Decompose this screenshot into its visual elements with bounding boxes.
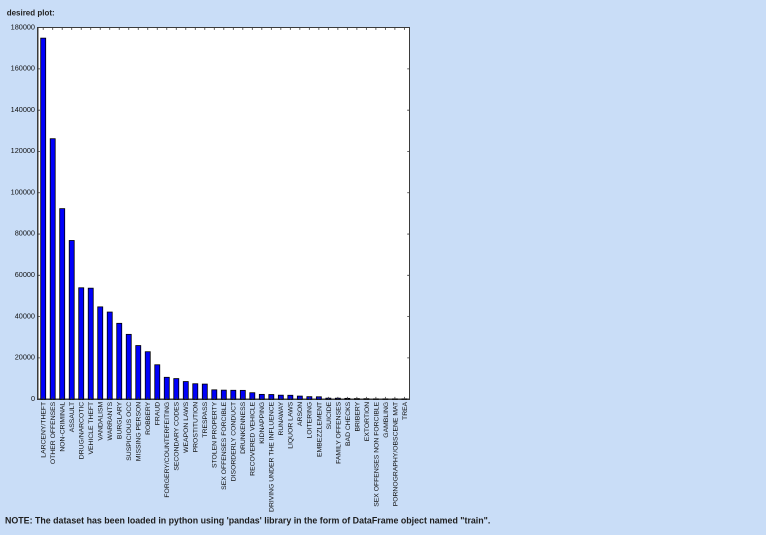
svg-text:ARSON: ARSON	[297, 402, 304, 426]
svg-text:DISORDERLY CONDUCT: DISORDERLY CONDUCT	[231, 402, 238, 481]
svg-text:OTHER OFFENSES: OTHER OFFENSES	[50, 401, 57, 464]
svg-text:BRIBERY: BRIBERY	[354, 401, 361, 431]
svg-text:PROSTITUTION: PROSTITUTION	[193, 402, 200, 453]
svg-text:KIDNAPPING: KIDNAPPING	[259, 402, 266, 444]
svg-text:SECONDARY CODES: SECONDARY CODES	[174, 401, 181, 470]
svg-text:SEX OFFENSES FORCIBLE: SEX OFFENSES FORCIBLE	[221, 401, 228, 489]
svg-text:ASSAULT: ASSAULT	[69, 402, 76, 432]
svg-text:NOTE: The dataset has been loa: NOTE: The dataset has been loaded in pyt…	[5, 515, 490, 525]
svg-text:FRAUD: FRAUD	[155, 402, 162, 426]
svg-text:SEX OFFENSES NON FORCIBLE: SEX OFFENSES NON FORCIBLE	[373, 401, 380, 506]
svg-text:VEHICLE THEFT: VEHICLE THEFT	[88, 402, 95, 455]
svg-text:WARRANTS: WARRANTS	[107, 401, 114, 440]
svg-text:PORNOGRAPHY/OBSCENE MAT: PORNOGRAPHY/OBSCENE MAT	[392, 402, 399, 507]
svg-text:FAMILY OFFENSES: FAMILY OFFENSES	[335, 401, 342, 464]
svg-text:LIQUOR LAWS: LIQUOR LAWS	[288, 401, 295, 448]
svg-text:40000: 40000	[15, 311, 35, 320]
svg-text:RECOVERED VEHICLE: RECOVERED VEHICLE	[250, 401, 257, 475]
svg-text:0: 0	[31, 394, 35, 403]
svg-text:desired plot:: desired plot:	[7, 8, 55, 17]
svg-text:VANDALISM: VANDALISM	[98, 401, 105, 440]
svg-text:FORGERY/COUNTERFEITING: FORGERY/COUNTERFEITING	[164, 402, 171, 498]
svg-text:LOITERING: LOITERING	[307, 402, 314, 439]
svg-text:ROBBERY: ROBBERY	[145, 401, 152, 435]
svg-text:BURGLARY: BURGLARY	[117, 401, 124, 439]
svg-text:BAD CHECKS: BAD CHECKS	[345, 401, 352, 446]
svg-text:100000: 100000	[11, 187, 35, 196]
svg-text:SUSPICIOUS OCC: SUSPICIOUS OCC	[126, 402, 133, 461]
svg-text:WEAPON LAWS: WEAPON LAWS	[183, 401, 190, 453]
svg-text:80000: 80000	[15, 229, 35, 238]
svg-text:TRESPASS: TRESPASS	[202, 401, 209, 437]
svg-text:GAMBLING: GAMBLING	[383, 402, 390, 438]
svg-text:EMBEZZLEMENT: EMBEZZLEMENT	[316, 402, 323, 457]
svg-text:STOLEN PROPERTY: STOLEN PROPERTY	[212, 401, 219, 468]
svg-text:60000: 60000	[15, 270, 35, 279]
svg-text:EXTORTION: EXTORTION	[364, 402, 371, 441]
svg-text:180000: 180000	[11, 22, 35, 31]
svg-text:NON-CRIMINAL: NON-CRIMINAL	[60, 402, 67, 452]
svg-text:DRIVING UNDER THE INFLUENCE: DRIVING UNDER THE INFLUENCE	[269, 401, 276, 512]
svg-text:TREA: TREA	[402, 401, 409, 420]
svg-text:DRUNKENNESS: DRUNKENNESS	[240, 401, 247, 454]
svg-text:MISSING PERSON: MISSING PERSON	[136, 402, 143, 461]
svg-text:120000: 120000	[11, 146, 35, 155]
svg-text:DRUG/NARCOTIC: DRUG/NARCOTIC	[79, 402, 86, 459]
svg-text:140000: 140000	[11, 105, 35, 114]
svg-text:20000: 20000	[15, 353, 35, 362]
svg-text:SUICIDE: SUICIDE	[326, 401, 333, 429]
svg-text:RUNAWAY: RUNAWAY	[278, 401, 285, 435]
svg-text:LARCENY/THEFT: LARCENY/THEFT	[41, 402, 48, 458]
svg-text:160000: 160000	[11, 64, 35, 73]
